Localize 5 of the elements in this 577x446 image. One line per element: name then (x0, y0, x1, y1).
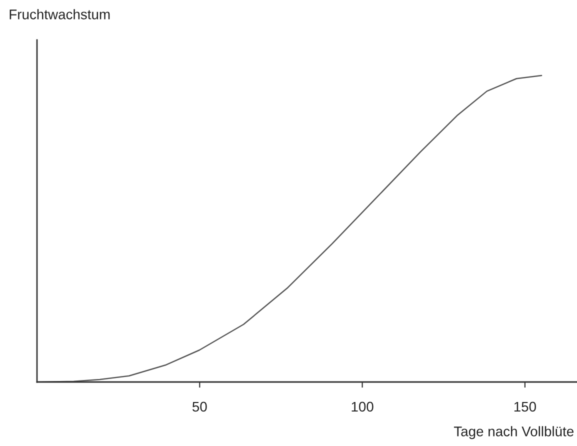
x-tick-label: 150 (514, 402, 536, 412)
y-axis-title: Fruchtwachstum (10, 9, 110, 20)
x-tick-label: 50 (192, 402, 207, 412)
x-tick-label: 100 (352, 402, 374, 412)
x-axis-title: Tage nach Vollblüte (454, 426, 574, 440)
